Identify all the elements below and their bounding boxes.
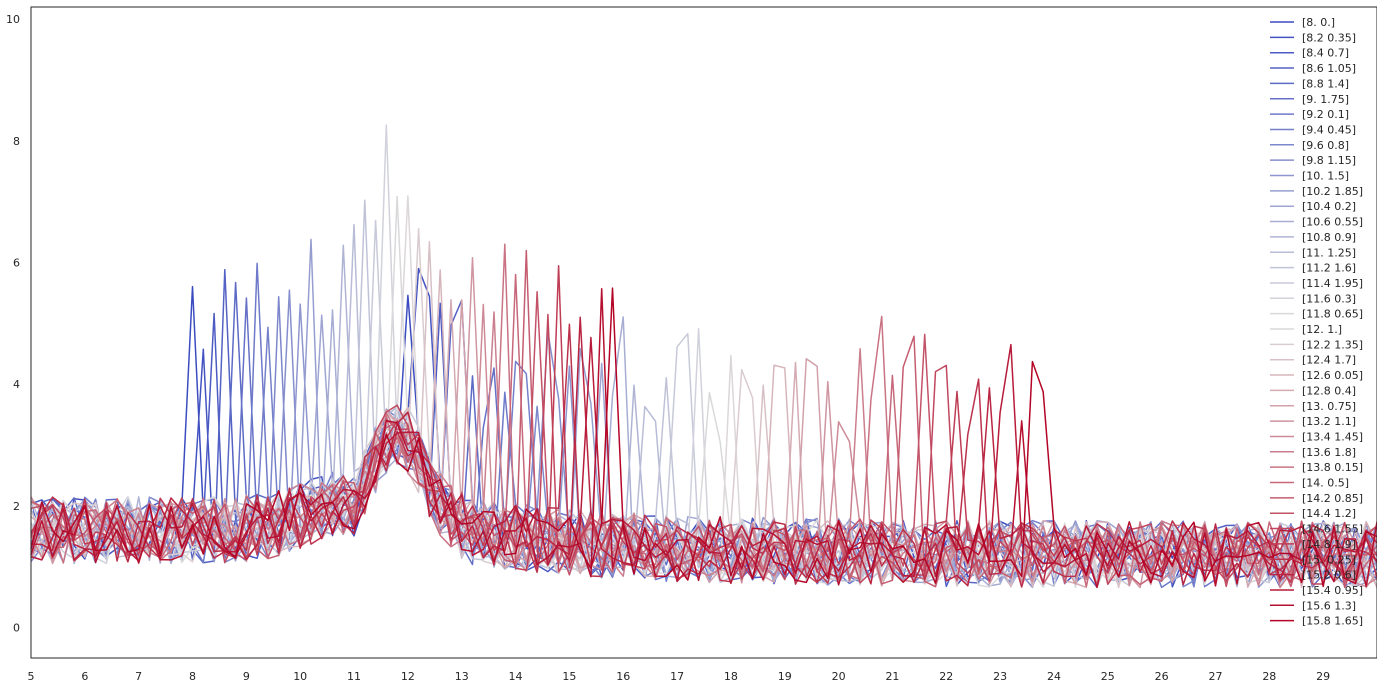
y-tick-label: 8 bbox=[13, 135, 20, 148]
x-tick-label: 8 bbox=[189, 670, 196, 683]
legend-label: [10.6 0.55] bbox=[1302, 216, 1363, 229]
series-line bbox=[30, 336, 1377, 585]
legend-label: [14.8 1.9] bbox=[1302, 538, 1356, 551]
legend-label: [14.2 0.85] bbox=[1302, 492, 1363, 505]
legend-label: [14. 0.5] bbox=[1302, 477, 1349, 490]
legend-label: [12.2 1.35] bbox=[1302, 338, 1363, 351]
legend-label: [9.6 0.8] bbox=[1302, 139, 1349, 152]
x-tick-label: 21 bbox=[885, 670, 899, 683]
legend-label: [12.8 0.4] bbox=[1302, 384, 1356, 397]
x-tick-label: 23 bbox=[993, 670, 1007, 683]
y-axis: 0 2 4 6 8 10 bbox=[6, 13, 20, 634]
legend-label: [8.4 0.7] bbox=[1302, 47, 1349, 60]
series-line bbox=[30, 290, 1377, 589]
legend-label: [10.2 1.85] bbox=[1302, 185, 1363, 198]
series-lines bbox=[30, 124, 1377, 589]
series-line bbox=[30, 288, 1377, 589]
legend-label: [13.8 0.15] bbox=[1302, 461, 1363, 474]
legend-label: [9.4 0.45] bbox=[1302, 123, 1356, 136]
x-tick-label: 19 bbox=[778, 670, 792, 683]
legend-label: [11.6 0.3] bbox=[1302, 292, 1356, 305]
y-tick-label: 10 bbox=[6, 13, 20, 26]
x-tick-label: 20 bbox=[832, 670, 846, 683]
x-tick-label: 10 bbox=[293, 670, 307, 683]
x-tick-label: 14 bbox=[509, 670, 523, 683]
legend-label: [9.8 1.15] bbox=[1302, 154, 1356, 167]
legend-label: [10.8 0.9] bbox=[1302, 231, 1356, 244]
legend-label: [15.6 1.3] bbox=[1302, 599, 1356, 612]
x-tick-label: 16 bbox=[616, 670, 630, 683]
y-tick-label: 6 bbox=[13, 257, 20, 270]
legend-label: [10. 1.5] bbox=[1302, 170, 1349, 183]
legend-label: [12.6 0.05] bbox=[1302, 369, 1363, 382]
legend-label: [12. 1.] bbox=[1302, 323, 1342, 336]
legend-label: [11.4 1.95] bbox=[1302, 277, 1363, 290]
legend-label: [15.2 0.6] bbox=[1302, 569, 1356, 582]
legend-label: [8.6 1.05] bbox=[1302, 62, 1356, 75]
x-tick-label: 18 bbox=[724, 670, 738, 683]
y-tick-label: 4 bbox=[13, 378, 20, 391]
x-tick-label: 15 bbox=[562, 670, 576, 683]
x-tick-label: 7 bbox=[135, 670, 142, 683]
legend-label: [13.4 1.45] bbox=[1302, 430, 1363, 443]
x-tick-label: 22 bbox=[939, 670, 953, 683]
legend: [8. 0.] [8.2 0.35] [8.4 0.7] [8.6 1.05] [8.8… bbox=[1270, 16, 1363, 628]
x-tick-label: 5 bbox=[28, 670, 35, 683]
x-tick-label: 6 bbox=[81, 670, 88, 683]
series-line bbox=[30, 316, 1377, 587]
x-axis: 5 6 7 8 9 10 11 12 13 14 15 16 17 18 19 20 21 22 23 24 25 26 2… bbox=[28, 670, 1331, 683]
x-tick-label: 12 bbox=[401, 670, 415, 683]
legend-label: [15. 0.25] bbox=[1302, 553, 1356, 566]
legend-label: [14.4 1.2] bbox=[1302, 507, 1356, 520]
plot-frame bbox=[30, 6, 1377, 659]
legend-label: [14.6 1.55] bbox=[1302, 523, 1363, 536]
legend-label: [11.8 0.65] bbox=[1302, 308, 1363, 321]
x-tick-label: 25 bbox=[1101, 670, 1115, 683]
legend-label: [12.4 1.7] bbox=[1302, 354, 1356, 367]
legend-label: [10.4 0.2] bbox=[1302, 200, 1356, 213]
series-line bbox=[30, 287, 1377, 588]
legend-label: [8.2 0.35] bbox=[1302, 31, 1356, 44]
legend-label: [8. 0.] bbox=[1302, 16, 1335, 29]
x-tick-label: 13 bbox=[455, 670, 469, 683]
legend-label: [15.4 0.95] bbox=[1302, 584, 1363, 597]
legend-label: [13.6 1.8] bbox=[1302, 446, 1356, 459]
x-tick-label: 11 bbox=[347, 670, 361, 683]
legend-label: [15.8 1.65] bbox=[1302, 615, 1363, 628]
legend-label: [13. 0.75] bbox=[1302, 400, 1356, 413]
x-tick-label: 17 bbox=[670, 670, 684, 683]
legend-label: [11.2 1.6] bbox=[1302, 262, 1356, 275]
legend-label: [8.8 1.4] bbox=[1302, 77, 1349, 90]
legend-label: [9.2 0.1] bbox=[1302, 108, 1349, 121]
x-tick-label: 29 bbox=[1316, 670, 1330, 683]
y-tick-label: 0 bbox=[13, 622, 20, 635]
x-tick-label: 26 bbox=[1155, 670, 1169, 683]
legend-label: [13.2 1.1] bbox=[1302, 415, 1356, 428]
x-tick-label: 28 bbox=[1262, 670, 1276, 683]
legend-label: [9. 1.75] bbox=[1302, 93, 1349, 106]
x-tick-label: 24 bbox=[1047, 670, 1061, 683]
legend-label: [11. 1.25] bbox=[1302, 246, 1356, 259]
x-tick-label: 9 bbox=[243, 670, 250, 683]
x-tick-label: 27 bbox=[1208, 670, 1222, 683]
y-tick-label: 2 bbox=[13, 500, 20, 513]
